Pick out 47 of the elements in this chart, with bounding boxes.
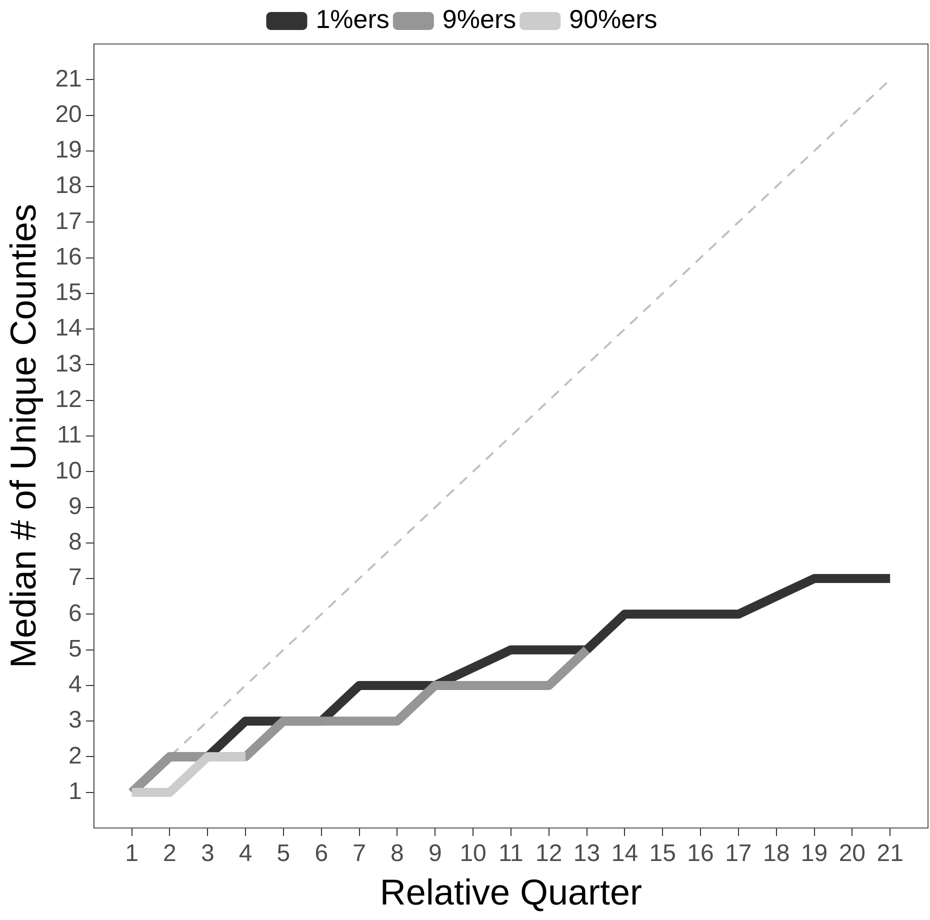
y-tick-label: 12: [55, 386, 82, 413]
y-tick-label: 5: [68, 635, 82, 662]
y-tick-label: 16: [55, 243, 82, 270]
x-tick-label: 19: [800, 840, 828, 868]
x-tick-label: 14: [611, 840, 638, 868]
y-tick-label: 6: [68, 600, 82, 627]
y-tick-label: 10: [55, 457, 82, 484]
x-tick-label: 4: [238, 840, 252, 868]
legend-label: 9%ers: [442, 4, 516, 34]
x-tick-label: 20: [838, 840, 866, 868]
x-tick-label: 15: [649, 840, 676, 868]
x-tick-label: 12: [536, 840, 562, 868]
y-axis-title: Median # of Unique Counties: [2, 204, 44, 668]
y-tick-label: 20: [55, 100, 82, 128]
x-tick-label: 1: [125, 840, 138, 868]
y-tick-label: 21: [55, 65, 82, 92]
x-tick-label: 10: [460, 840, 486, 868]
y-tick-label: 7: [68, 564, 82, 592]
y-tick-label: 19: [55, 136, 82, 164]
y-tick-label: 15: [55, 279, 82, 306]
x-tick-label: 7: [352, 840, 366, 868]
x-tick-label: 21: [876, 840, 904, 868]
x-tick-label: 3: [200, 840, 214, 868]
x-tick-label: 17: [725, 840, 752, 868]
legend-label: 90%ers: [569, 4, 658, 34]
y-tick-label: 3: [68, 706, 82, 734]
x-tick-label: 11: [498, 840, 524, 868]
y-tick-label: 11: [56, 422, 82, 449]
x-axis-title: Relative Quarter: [380, 871, 642, 912]
x-tick-label: 13: [573, 840, 600, 868]
y-tick-label: 14: [55, 314, 82, 342]
y-tick-label: 1: [68, 778, 82, 805]
x-tick-label: 2: [163, 840, 176, 868]
x-tick-label: 6: [314, 840, 328, 868]
y-tick-label: 8: [68, 528, 82, 556]
y-tick-label: 17: [55, 208, 82, 235]
x-tick-label: 18: [762, 840, 790, 868]
x-tick-label: 5: [276, 840, 290, 868]
x-tick-label: 16: [687, 840, 714, 868]
y-tick-label: 18: [55, 172, 82, 200]
x-tick-label: 8: [390, 840, 404, 868]
y-tick-label: 4: [68, 671, 82, 698]
x-tick-label: 9: [428, 840, 442, 868]
legend-label: 1%ers: [316, 4, 390, 34]
y-tick-label: 13: [55, 350, 82, 378]
y-tick-label: 9: [68, 492, 82, 520]
y-tick-label: 2: [68, 742, 82, 770]
